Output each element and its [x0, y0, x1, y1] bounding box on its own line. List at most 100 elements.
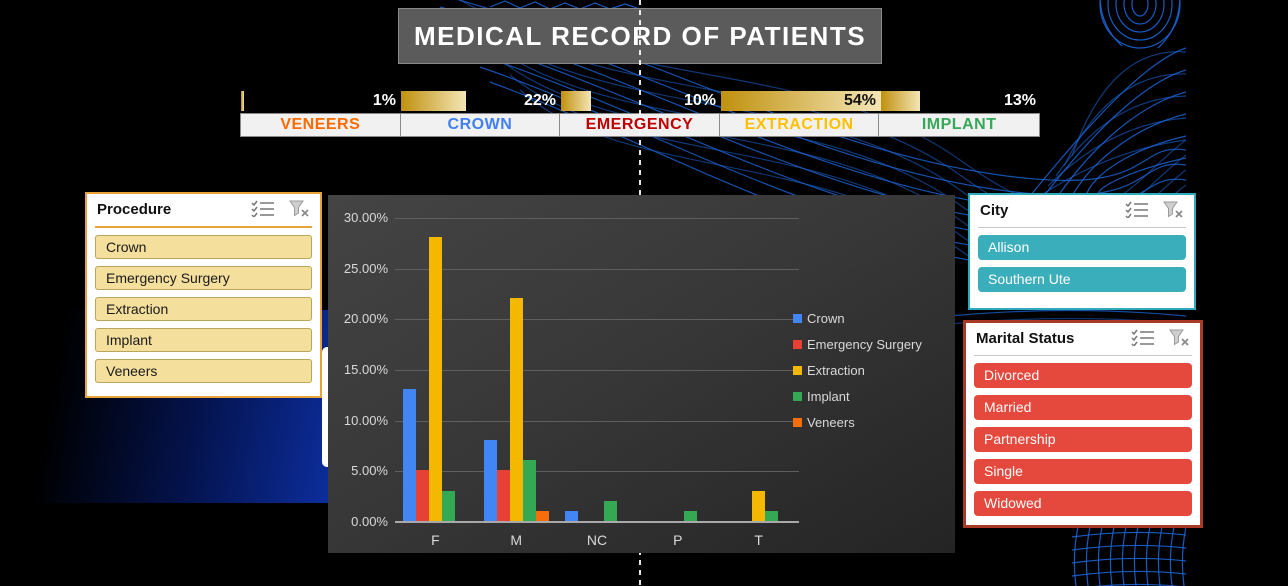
- x-axis-line: [395, 521, 799, 523]
- legend-label: Emergency Surgery: [807, 336, 922, 352]
- slicer-item-veneers[interactable]: Veneers: [95, 359, 312, 383]
- data-bar-cell[interactable]: 1%: [240, 90, 400, 112]
- bar-extraction[interactable]: [428, 237, 442, 521]
- data-bar-value: 13%: [1003, 92, 1036, 109]
- category-label[interactable]: VENEERS: [241, 114, 401, 136]
- marital-status-slicer: Marital Status Divorced Married Partnershi…: [963, 320, 1203, 528]
- category-label[interactable]: CROWN: [400, 114, 561, 136]
- data-bar-value: 22%: [523, 92, 556, 109]
- legend-marker: [793, 339, 802, 349]
- bar-implant[interactable]: [684, 510, 698, 521]
- bar-veneers[interactable]: [535, 510, 549, 521]
- slicer-header: City: [978, 195, 1186, 227]
- slicer-item-allison[interactable]: Allison: [978, 235, 1186, 260]
- legend-marker: [793, 365, 802, 375]
- data-bar-value: 1%: [372, 92, 396, 109]
- clear-filter-icon[interactable]: [1163, 201, 1184, 219]
- gridline: [395, 268, 799, 270]
- slicer-item-married[interactable]: Married: [974, 395, 1192, 420]
- multiselect-icon[interactable]: [251, 200, 275, 217]
- legend-item[interactable]: Crown: [793, 310, 922, 326]
- x-axis-tick-label: T: [754, 532, 763, 548]
- slicer-item-partnership[interactable]: Partnership: [974, 427, 1192, 452]
- multiselect-icon[interactable]: [1131, 329, 1155, 346]
- slicer-item-southern-ute[interactable]: Southern Ute: [978, 267, 1186, 292]
- slicer-item-widowed[interactable]: Widowed: [974, 491, 1192, 516]
- slicer-underline: [978, 227, 1186, 228]
- data-bar: [721, 91, 881, 111]
- legend-item[interactable]: Implant: [793, 388, 922, 404]
- slicer-underline: [95, 226, 312, 228]
- y-axis-tick-label: 30.00%: [343, 210, 388, 225]
- data-bar: [241, 91, 244, 111]
- slicer-item-emergency-surgery[interactable]: Emergency Surgery: [95, 266, 312, 290]
- chart-legend: Crown Emergency Surgery Extraction Implant V…: [793, 311, 922, 441]
- legend-marker: [793, 313, 802, 323]
- procedures-by-gender-chart[interactable]: Crown Emergency Surgery Extraction Implant V…: [328, 195, 955, 553]
- bar-implant[interactable]: [441, 490, 455, 521]
- legend-label: Crown: [807, 310, 845, 326]
- slicer-item-extraction[interactable]: Extraction: [95, 297, 312, 321]
- y-axis-tick-label: 5.00%: [351, 463, 388, 479]
- data-bar-cell[interactable]: 54%: [720, 90, 881, 112]
- y-axis-tick-label: 15.00%: [343, 362, 388, 377]
- slicer-item-divorced[interactable]: Divorced: [974, 363, 1192, 388]
- y-axis-tick-label: 25.00%: [343, 260, 388, 276]
- data-bar: [881, 91, 920, 111]
- slicer-item-crown[interactable]: Crown: [95, 235, 312, 259]
- clear-filter-icon[interactable]: [1169, 329, 1190, 347]
- procedure-share-databar-row: 1% 22% 10% 54% 13%: [240, 90, 1040, 112]
- bar-implant[interactable]: [522, 460, 536, 521]
- data-bar-cell[interactable]: 13%: [880, 90, 1040, 112]
- category-label[interactable]: IMPLANT: [879, 114, 1039, 136]
- bar-emergency-surgery[interactable]: [496, 470, 510, 521]
- y-axis-tick-label: 0.00%: [351, 514, 388, 529]
- gridline: [395, 218, 799, 219]
- legend-label: Veneers: [807, 414, 855, 430]
- x-axis-tick-label: F: [431, 532, 440, 548]
- procedure-slicer: Procedure Crown Emergency Surgery Extracti…: [85, 192, 322, 398]
- gridline: [395, 471, 799, 473]
- bar-implant[interactable]: [603, 500, 617, 521]
- bar-crown[interactable]: [483, 439, 497, 521]
- slicer-title: Marital Status: [976, 330, 1075, 347]
- x-axis-tick-label: NC: [586, 532, 608, 548]
- bar-extraction[interactable]: [509, 298, 523, 521]
- data-bar-cell[interactable]: 22%: [400, 90, 560, 112]
- y-axis-tick-label: 20.00%: [343, 311, 388, 327]
- slicer-underline: [974, 355, 1192, 356]
- multiselect-icon[interactable]: [1125, 201, 1149, 218]
- y-axis-tick-label: 10.00%: [343, 412, 388, 428]
- chart-plot-area: [395, 218, 799, 523]
- legend-item[interactable]: Extraction: [793, 363, 922, 378]
- clear-filter-icon[interactable]: [289, 200, 310, 218]
- gridline: [395, 319, 799, 321]
- city-slicer: City Allison Southern Ute: [968, 193, 1196, 310]
- bar-crown[interactable]: [402, 389, 416, 521]
- legend-item[interactable]: Veneers: [793, 414, 922, 430]
- slicer-title: Procedure: [97, 201, 172, 218]
- bar-group-M: [483, 298, 549, 521]
- legend-marker: [793, 391, 802, 401]
- bar-crown[interactable]: [564, 510, 578, 521]
- legend-item[interactable]: Emergency Surgery: [793, 336, 922, 352]
- data-bar-value: 10%: [683, 92, 716, 109]
- slicer-item-single[interactable]: Single: [974, 459, 1192, 484]
- slicer-item-implant[interactable]: Implant: [95, 328, 312, 352]
- data-bar-cell[interactable]: 10%: [560, 90, 720, 112]
- x-axis-tick-label: M: [510, 532, 523, 548]
- slicer-title: City: [980, 202, 1009, 219]
- hidden-slicer-edge[interactable]: [322, 347, 332, 467]
- bar-extraction[interactable]: [752, 490, 766, 521]
- bar-group-P: [645, 510, 710, 521]
- legend-label: Implant: [807, 388, 850, 404]
- bar-emergency-surgery[interactable]: [415, 470, 429, 521]
- data-bar: [561, 91, 591, 111]
- bar-group-F: [402, 237, 468, 521]
- data-bar: [401, 91, 467, 111]
- data-bar-value: 54%: [843, 92, 876, 109]
- bar-implant[interactable]: [765, 510, 779, 521]
- category-label[interactable]: EXTRACTION: [719, 114, 880, 136]
- x-axis-tick-label: P: [673, 532, 683, 548]
